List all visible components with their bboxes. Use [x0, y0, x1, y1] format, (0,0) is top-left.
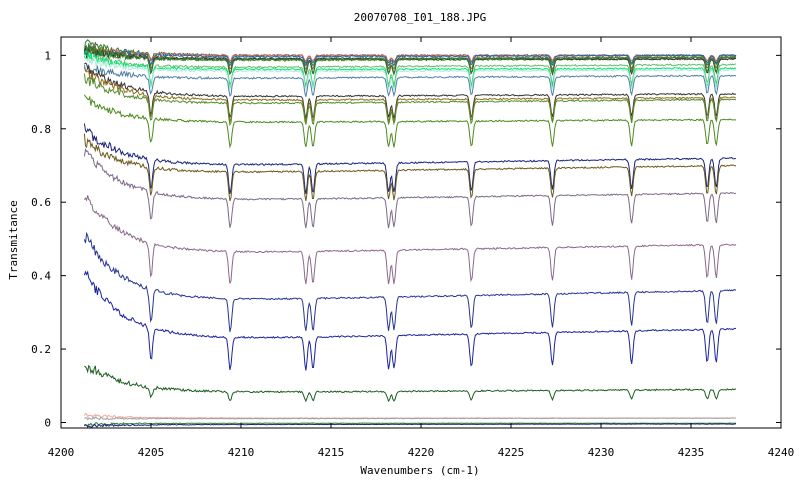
y-tick-label: 0.2 — [31, 343, 51, 356]
series-line — [84, 62, 737, 119]
series-line — [83, 44, 737, 71]
series-line — [83, 270, 737, 371]
x-tick-label: 4215 — [318, 446, 345, 459]
series-line — [83, 46, 736, 76]
y-axis: 0 0.2 0.4 0.6 0.8 1 — [31, 49, 781, 429]
series-line — [83, 195, 737, 285]
series-line — [84, 56, 737, 92]
x-tick-label: 4205 — [138, 446, 165, 459]
series-line — [83, 73, 737, 127]
x-axis-label: Wavenumbers (cm-1) — [360, 464, 479, 477]
series-line — [83, 52, 737, 88]
x-tick-label: 4220 — [408, 446, 435, 459]
series-line — [83, 123, 737, 195]
x-tick-label: 4200 — [48, 446, 75, 459]
series-line — [83, 66, 737, 123]
x-tick-label: 4225 — [498, 446, 525, 459]
chart-title: 20070708_I01_188.JPG — [354, 11, 486, 24]
x-axis: 4200 4205 4210 4215 4220 4225 4230 4235 4240 — [48, 37, 795, 459]
series-line — [83, 148, 737, 229]
y-tick-label: 0.4 — [31, 270, 51, 283]
x-tick-label: 4235 — [678, 446, 705, 459]
series-line — [83, 45, 737, 77]
y-tick-label: 0.6 — [31, 196, 51, 209]
x-tick-label: 4210 — [228, 446, 255, 459]
x-tick-label: 4230 — [588, 446, 615, 459]
y-tick-label: 1 — [44, 49, 51, 62]
series-line — [84, 364, 737, 403]
series-line — [84, 423, 737, 428]
series-line — [83, 133, 737, 202]
x-tick-label: 4240 — [768, 446, 795, 459]
y-tick-label: 0.8 — [31, 123, 51, 136]
series-line — [84, 422, 737, 427]
series-line — [83, 50, 737, 90]
series-line — [83, 231, 737, 332]
y-tick-label: 0 — [44, 416, 51, 429]
series-line — [83, 64, 737, 98]
series-line — [83, 94, 736, 149]
series-line — [83, 42, 737, 67]
series-line — [84, 416, 736, 421]
y-axis-label: Transmitance — [7, 200, 20, 279]
series-layer — [83, 39, 737, 428]
series-line — [83, 412, 736, 419]
